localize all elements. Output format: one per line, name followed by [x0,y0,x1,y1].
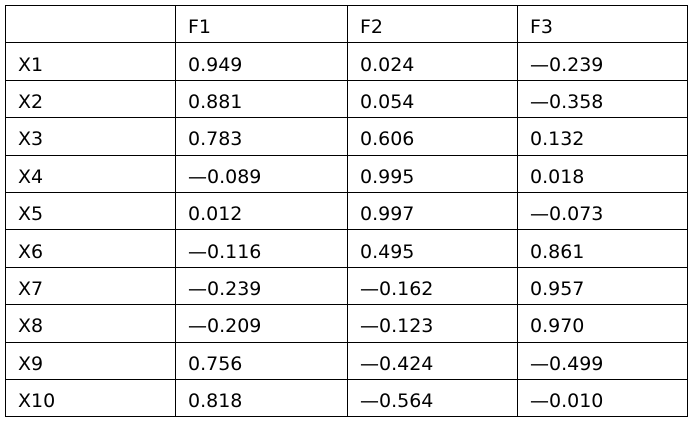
table-row: X2 0.881 0.054 —0.358 [5,79,688,119]
value-cell: —0.123 [347,304,518,343]
header-cell: F3 [517,4,688,44]
value-cell: —0.239 [517,42,688,81]
value-cell: —0.089 [175,154,348,193]
table-row: X7 —0.239 —0.162 0.957 [5,266,688,306]
value-cell: 0.495 [347,229,518,268]
value-cell: —0.073 [517,191,688,231]
table-row: F1 F2 F3 [5,4,688,44]
row-label: X5 [5,191,176,231]
row-label: X4 [5,154,176,193]
table-row: X6 —0.116 0.495 0.861 [5,229,688,268]
corner-cell [5,4,176,44]
table-row: X3 0.783 0.606 0.132 [5,117,688,156]
value-cell: —0.162 [347,266,518,306]
value-cell: 0.132 [517,117,688,156]
value-cell: —0.564 [347,378,518,418]
header-cell: F2 [347,4,518,44]
value-cell: 0.970 [517,304,688,343]
data-table: F1 F2 F3 X1 0.949 0.024 —0.239 X2 0.881 0.054 —0.3… [5,4,688,418]
value-cell: —0.010 [517,378,688,418]
table-row: X5 0.012 0.997 —0.073 [5,191,688,231]
value-cell: 0.054 [347,79,518,119]
row-label: X2 [5,79,176,119]
value-cell: 0.957 [517,266,688,306]
table-row: X1 0.949 0.024 —0.239 [5,42,688,81]
table-row: X4 —0.089 0.995 0.018 [5,154,688,193]
value-cell: —0.358 [517,79,688,119]
table-row: X8 —0.209 —0.123 0.970 [5,304,688,343]
row-label: X9 [5,341,176,380]
value-cell: —0.424 [347,341,518,380]
value-cell: 0.949 [175,42,348,81]
value-cell: 0.995 [347,154,518,193]
table-body: F1 F2 F3 X1 0.949 0.024 —0.239 X2 0.881 0.054 —0.3… [5,4,688,418]
header-cell: F1 [175,4,348,44]
value-cell: 0.861 [517,229,688,268]
value-cell: 0.024 [347,42,518,81]
row-label: X10 [5,378,176,418]
value-cell: 0.818 [175,378,348,418]
value-cell: 0.881 [175,79,348,119]
row-label: X3 [5,117,176,156]
row-label: X1 [5,42,176,81]
value-cell: —0.239 [175,266,348,306]
value-cell: 0.018 [517,154,688,193]
value-cell: 0.783 [175,117,348,156]
row-label: X7 [5,266,176,306]
row-label: X8 [5,304,176,343]
table-row: X10 0.818 —0.564 —0.010 [5,378,688,418]
row-label: X6 [5,229,176,268]
value-cell: 0.012 [175,191,348,231]
table-row: X9 0.756 —0.424 —0.499 [5,341,688,380]
value-cell: —0.116 [175,229,348,268]
value-cell: 0.756 [175,341,348,380]
value-cell: —0.499 [517,341,688,380]
value-cell: —0.209 [175,304,348,343]
value-cell: 0.606 [347,117,518,156]
value-cell: 0.997 [347,191,518,231]
